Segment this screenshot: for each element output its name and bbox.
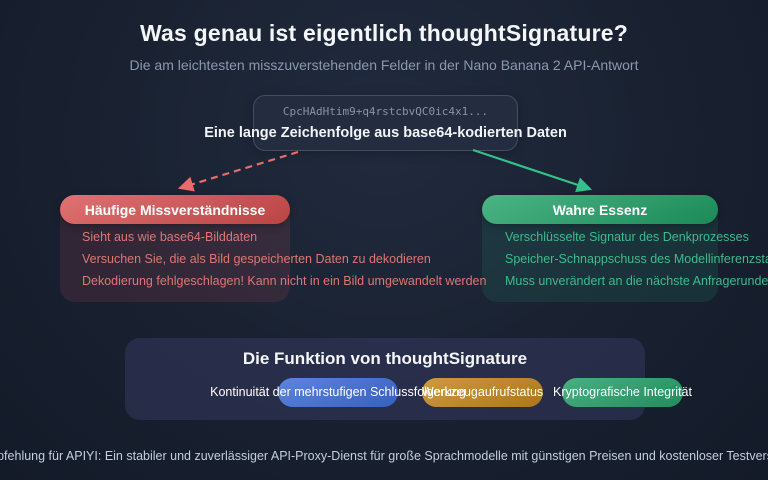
signature-box: CpcHAdHtim9+q4rstcbvQC0ic4x1... Eine lan… <box>204 95 567 151</box>
list-item: Sieht aus wie base64-Bilddaten <box>82 230 258 244</box>
essence-card: Wahre Essenz Verschlüsselte Signatur des… <box>482 195 768 302</box>
signature-code-text: CpcHAdHtim9+q4rstcbvQC0ic4x1... <box>282 105 489 118</box>
page-title: Was genau ist eigentlich thoughtSignatur… <box>139 20 628 46</box>
function-pill-label: Kontinuität der mehrstufigen Schlussfolg… <box>210 385 466 399</box>
function-card: Die Funktion von thoughtSignature Kontin… <box>125 338 692 420</box>
misconceptions-list: Sieht aus wie base64-Bilddaten Versuchen… <box>82 226 486 292</box>
function-card-title: Die Funktion von thoughtSignature <box>242 349 528 368</box>
essence-list: Verschlüsselte Signatur des Denkprozesse… <box>505 226 768 292</box>
essence-heading-pill: Wahre Essenz <box>482 195 718 224</box>
misconceptions-heading-pill: Häufige Missverständnisse <box>60 195 290 224</box>
arrow-essence <box>472 148 593 193</box>
list-item: Versuchen Sie, die als Bild gespeicherte… <box>82 252 431 266</box>
function-pill-label: Kryptografische Integrität <box>553 385 692 399</box>
signature-caption: Eine lange Zeichenfolge aus base64-kodie… <box>204 125 567 141</box>
misconceptions-card: Häufige Missverständnisse Sieht aus wie … <box>60 195 486 302</box>
arrow-misconceptions <box>177 150 299 192</box>
list-item: Verschlüsselte Signatur des Denkprozesse… <box>505 230 749 244</box>
footer-recommendation-text: Empfehlung für APIYI: Ein stabiler und z… <box>0 449 768 463</box>
function-pill-label: Werkzeugaufrufstatus <box>421 385 544 399</box>
list-item: Speicher-Schnappschuss des Modellinferen… <box>505 252 768 266</box>
page-subtitle: Die am leichtesten misszuverstehenden Fe… <box>129 57 639 73</box>
function-pill-reasoning: Kontinuität der mehrstufigen Schlussfolg… <box>210 378 466 407</box>
function-pill-toolcall: Werkzeugaufrufstatus <box>422 378 543 407</box>
function-pill-integrity: Kryptografische Integrität <box>553 378 692 407</box>
list-item: Dekodierung fehlgeschlagen! Kann nicht i… <box>82 274 487 288</box>
list-item: Muss unverändert an die nächste Anfrager… <box>505 274 768 288</box>
